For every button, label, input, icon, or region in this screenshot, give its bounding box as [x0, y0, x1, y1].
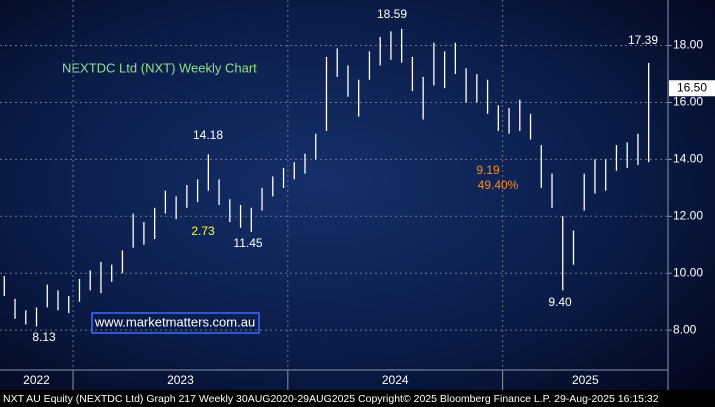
x-tick-label: 2023: [167, 373, 194, 387]
y-tick-label: 12.00: [673, 208, 703, 222]
y-tick-label: 14.00: [673, 152, 703, 166]
website-box: [91, 312, 260, 334]
annotation: 11.45: [233, 236, 262, 250]
annotation: 2.73: [191, 224, 215, 238]
y-tick-label: 10.00: [673, 265, 703, 279]
annotation: 18.59: [377, 7, 407, 21]
annotation: 14.18: [193, 128, 223, 142]
y-tick-label: 18.00: [673, 38, 703, 52]
y-tick-label: 8.00: [673, 322, 697, 336]
last-price-box: [669, 80, 715, 97]
x-tick-label: 2022: [23, 373, 50, 387]
annotation: 17.39: [628, 33, 658, 47]
footer-band: [0, 390, 715, 407]
y-tick-label: 16.00: [673, 95, 703, 109]
website: www.marketmatters.com.au: [94, 314, 255, 329]
x-tick-label: 2025: [572, 373, 599, 387]
annotation: 49.40%: [478, 178, 519, 192]
x-tick-label: 2024: [382, 373, 409, 387]
chart-title: NEXTDC Ltd (NXT) Weekly Chart: [62, 60, 257, 75]
annotation: 8.13: [32, 330, 56, 344]
annotation: 9.40: [548, 295, 572, 309]
footer: NXT AU Equity (NEXTDC Ltd) Graph 217 Wee…: [3, 393, 659, 405]
last-price-label: 16.50: [677, 80, 707, 94]
annotation: 9.19: [476, 163, 500, 177]
